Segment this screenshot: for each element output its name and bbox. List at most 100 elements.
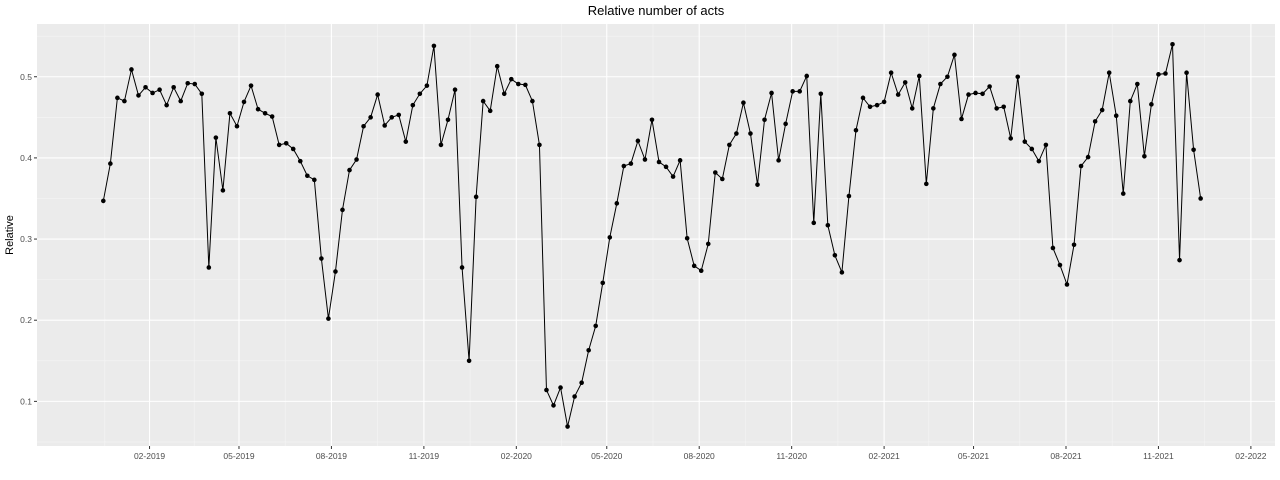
data-point xyxy=(297,158,303,164)
data-point xyxy=(607,235,613,240)
data-point xyxy=(1135,81,1140,87)
data-point xyxy=(171,85,176,90)
data-point xyxy=(663,164,669,170)
data-point xyxy=(340,207,345,213)
data-point xyxy=(382,123,387,128)
data-point xyxy=(305,173,310,179)
data-point xyxy=(1198,196,1203,201)
data-point xyxy=(262,110,268,116)
data-point xyxy=(368,115,373,120)
data-point xyxy=(909,106,915,111)
data-point xyxy=(1120,191,1126,196)
data-point xyxy=(551,403,556,408)
data-point xyxy=(691,263,697,269)
data-point xyxy=(1008,136,1014,141)
data-point xyxy=(1184,70,1189,75)
x-tick-label: 11-2019 xyxy=(409,451,440,461)
data-point xyxy=(1022,139,1028,144)
data-point xyxy=(178,98,183,104)
data-point xyxy=(494,63,500,69)
data-point xyxy=(143,85,148,90)
data-point xyxy=(924,181,929,187)
data-point xyxy=(1092,119,1098,124)
data-point xyxy=(1191,147,1196,153)
minor-gridlines xyxy=(37,24,1275,446)
data-point xyxy=(1128,98,1133,104)
x-axis: 02-2019 05-2019 08-2019 11-2019 02-2020 05-20… xyxy=(134,446,1267,461)
data-point xyxy=(931,106,936,111)
x-tick-label: 02-2022 xyxy=(1235,451,1266,461)
data-point xyxy=(895,92,901,97)
data-point xyxy=(375,92,380,97)
data-point xyxy=(734,131,739,136)
plot-panel xyxy=(37,24,1275,446)
data-point xyxy=(347,167,352,173)
data-point xyxy=(1085,154,1091,160)
data-point xyxy=(480,98,486,104)
data-point xyxy=(1050,245,1056,251)
data-point xyxy=(741,100,746,106)
data-point xyxy=(973,90,978,96)
data-point xyxy=(614,201,620,206)
data-point xyxy=(1001,104,1006,110)
data-point xyxy=(157,87,162,93)
data-point xyxy=(122,98,127,104)
data-point xyxy=(888,70,894,75)
data-point xyxy=(720,176,725,182)
data-point xyxy=(579,380,584,386)
x-tick-label: 05-2021 xyxy=(958,451,989,461)
data-point xyxy=(867,104,873,110)
data-point xyxy=(902,80,908,85)
data-point xyxy=(1015,74,1021,80)
data-point xyxy=(853,128,859,133)
data-point xyxy=(164,102,169,108)
data-point xyxy=(516,81,521,87)
data-point xyxy=(839,270,845,275)
data-point xyxy=(776,158,781,163)
data-point xyxy=(333,269,338,274)
data-point xyxy=(269,114,275,119)
y-axis: 0.1 0.2 0.3 0.4 0.5 xyxy=(20,72,37,406)
data-point xyxy=(938,81,943,87)
data-point xyxy=(642,157,648,162)
data-point xyxy=(705,241,711,247)
data-point xyxy=(600,280,606,286)
data-point xyxy=(410,102,416,108)
data-point xyxy=(783,121,788,127)
data-point xyxy=(115,95,120,101)
data-point xyxy=(1163,71,1168,76)
data-point xyxy=(565,424,570,429)
data-point xyxy=(790,89,795,94)
x-tick-label: 11-2021 xyxy=(1143,451,1174,461)
y-axis-title: Relative xyxy=(4,215,16,255)
data-point xyxy=(712,170,718,175)
data-point xyxy=(101,198,106,204)
data-point xyxy=(473,194,479,200)
data-point xyxy=(1071,242,1077,248)
data-point xyxy=(326,316,331,321)
data-point xyxy=(452,87,458,93)
data-point xyxy=(558,385,563,390)
data-point xyxy=(818,91,824,97)
data-point xyxy=(206,265,212,270)
data-point xyxy=(431,43,437,49)
data-point xyxy=(283,141,289,146)
data-point xyxy=(417,91,423,97)
data-point xyxy=(621,163,627,169)
data-point xyxy=(396,112,402,118)
data-point xyxy=(1106,70,1112,75)
data-point xyxy=(987,84,992,89)
y-tick-label: 0.5 xyxy=(20,72,32,82)
data-point xyxy=(537,142,542,148)
data-point xyxy=(199,91,205,97)
data-point xyxy=(670,174,676,179)
chart-title: Relative number of acts xyxy=(588,3,725,18)
data-point xyxy=(227,110,233,116)
data-point xyxy=(952,52,957,58)
data-point xyxy=(1043,142,1049,148)
data-point xyxy=(677,158,683,163)
data-point xyxy=(241,99,247,105)
data-points xyxy=(101,41,1203,429)
data-point xyxy=(811,220,817,226)
